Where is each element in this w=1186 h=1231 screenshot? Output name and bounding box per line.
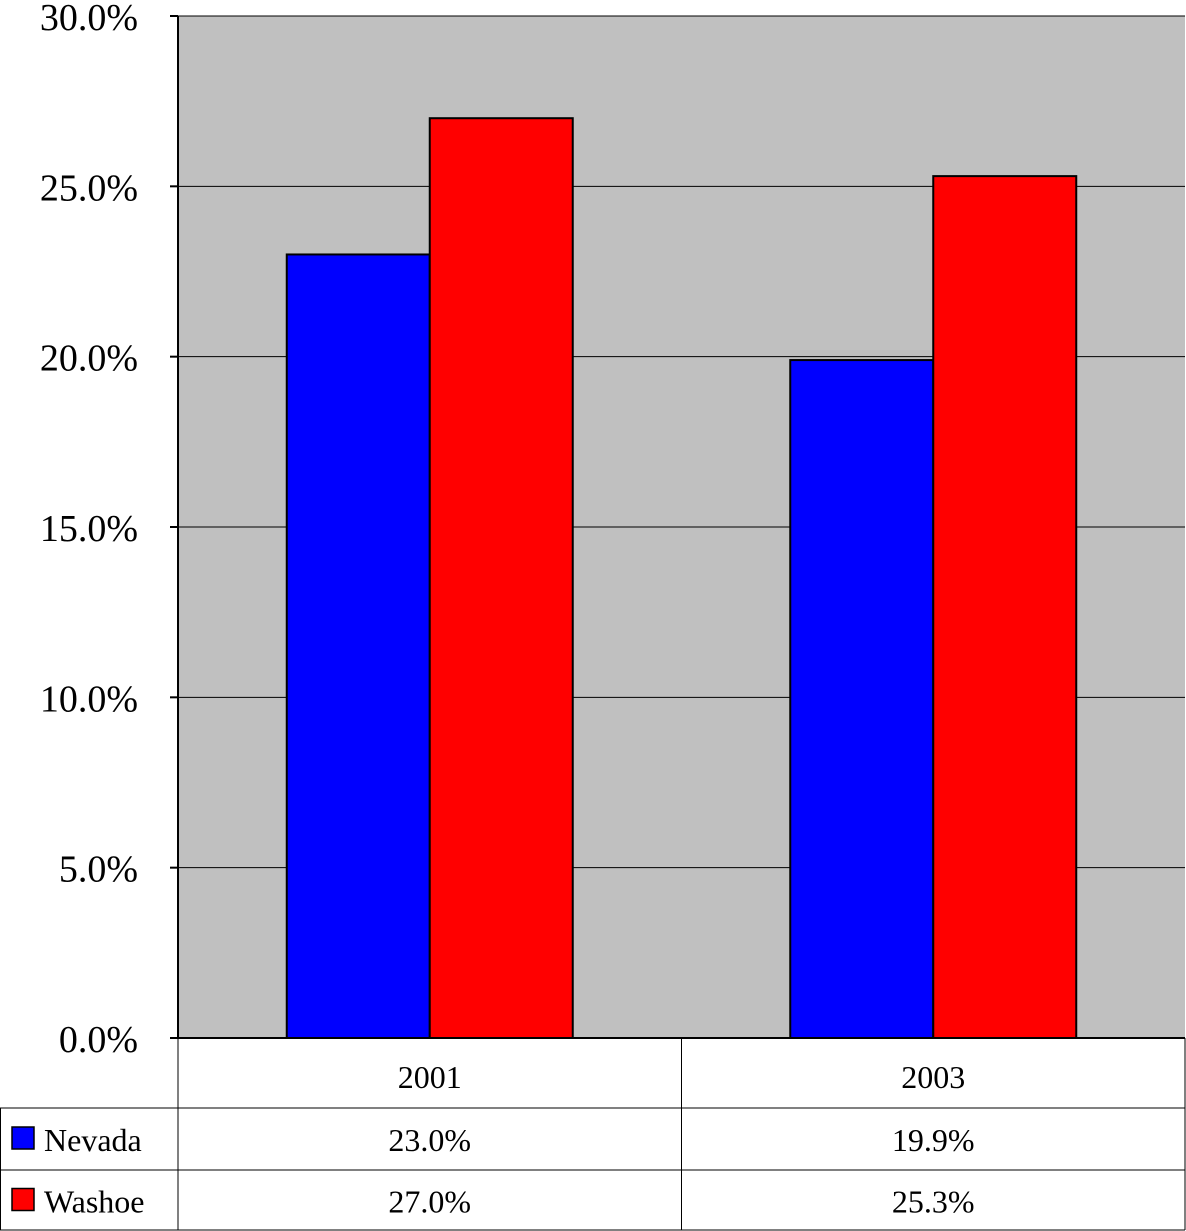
y-tick-label: 15.0% bbox=[40, 508, 138, 550]
data-table-value: 27.0% bbox=[388, 1184, 471, 1220]
data-table-value: 25.3% bbox=[892, 1184, 975, 1220]
bar-nevada-2003 bbox=[789, 359, 935, 1040]
bars bbox=[285, 117, 1078, 1040]
y-tick-label: 25.0% bbox=[40, 167, 138, 209]
y-tick-label: 20.0% bbox=[40, 338, 138, 380]
data-table-value: 23.0% bbox=[388, 1122, 471, 1158]
y-axis-ticks: 0.0% 5.0% 10.0% 15.0% 20.0% 25.0% 30.0% bbox=[40, 0, 178, 1061]
y-tick-label: 10.0% bbox=[40, 678, 138, 720]
bar-washoe-2003 bbox=[932, 175, 1078, 1039]
legend-swatch-nevada bbox=[11, 1126, 35, 1150]
y-tick-label: 0.0% bbox=[59, 1019, 138, 1061]
x-category-label: 2003 bbox=[901, 1059, 965, 1095]
data-table: 2001 2003 Nevada 23.0% 19.9% Washoe 27.0% 25.3% bbox=[0, 1038, 1186, 1231]
x-category-label: 2001 bbox=[398, 1059, 462, 1095]
legend-label: Nevada bbox=[44, 1122, 142, 1158]
y-tick-label: 5.0% bbox=[59, 849, 138, 891]
bar-nevada-2001 bbox=[285, 253, 431, 1039]
legend-swatch-washoe bbox=[11, 1187, 35, 1212]
y-tick-label: 30.0% bbox=[40, 0, 138, 39]
legend-label: Washoe bbox=[44, 1184, 145, 1220]
data-table-value: 19.9% bbox=[892, 1122, 975, 1158]
bar-washoe-2001 bbox=[428, 117, 574, 1039]
